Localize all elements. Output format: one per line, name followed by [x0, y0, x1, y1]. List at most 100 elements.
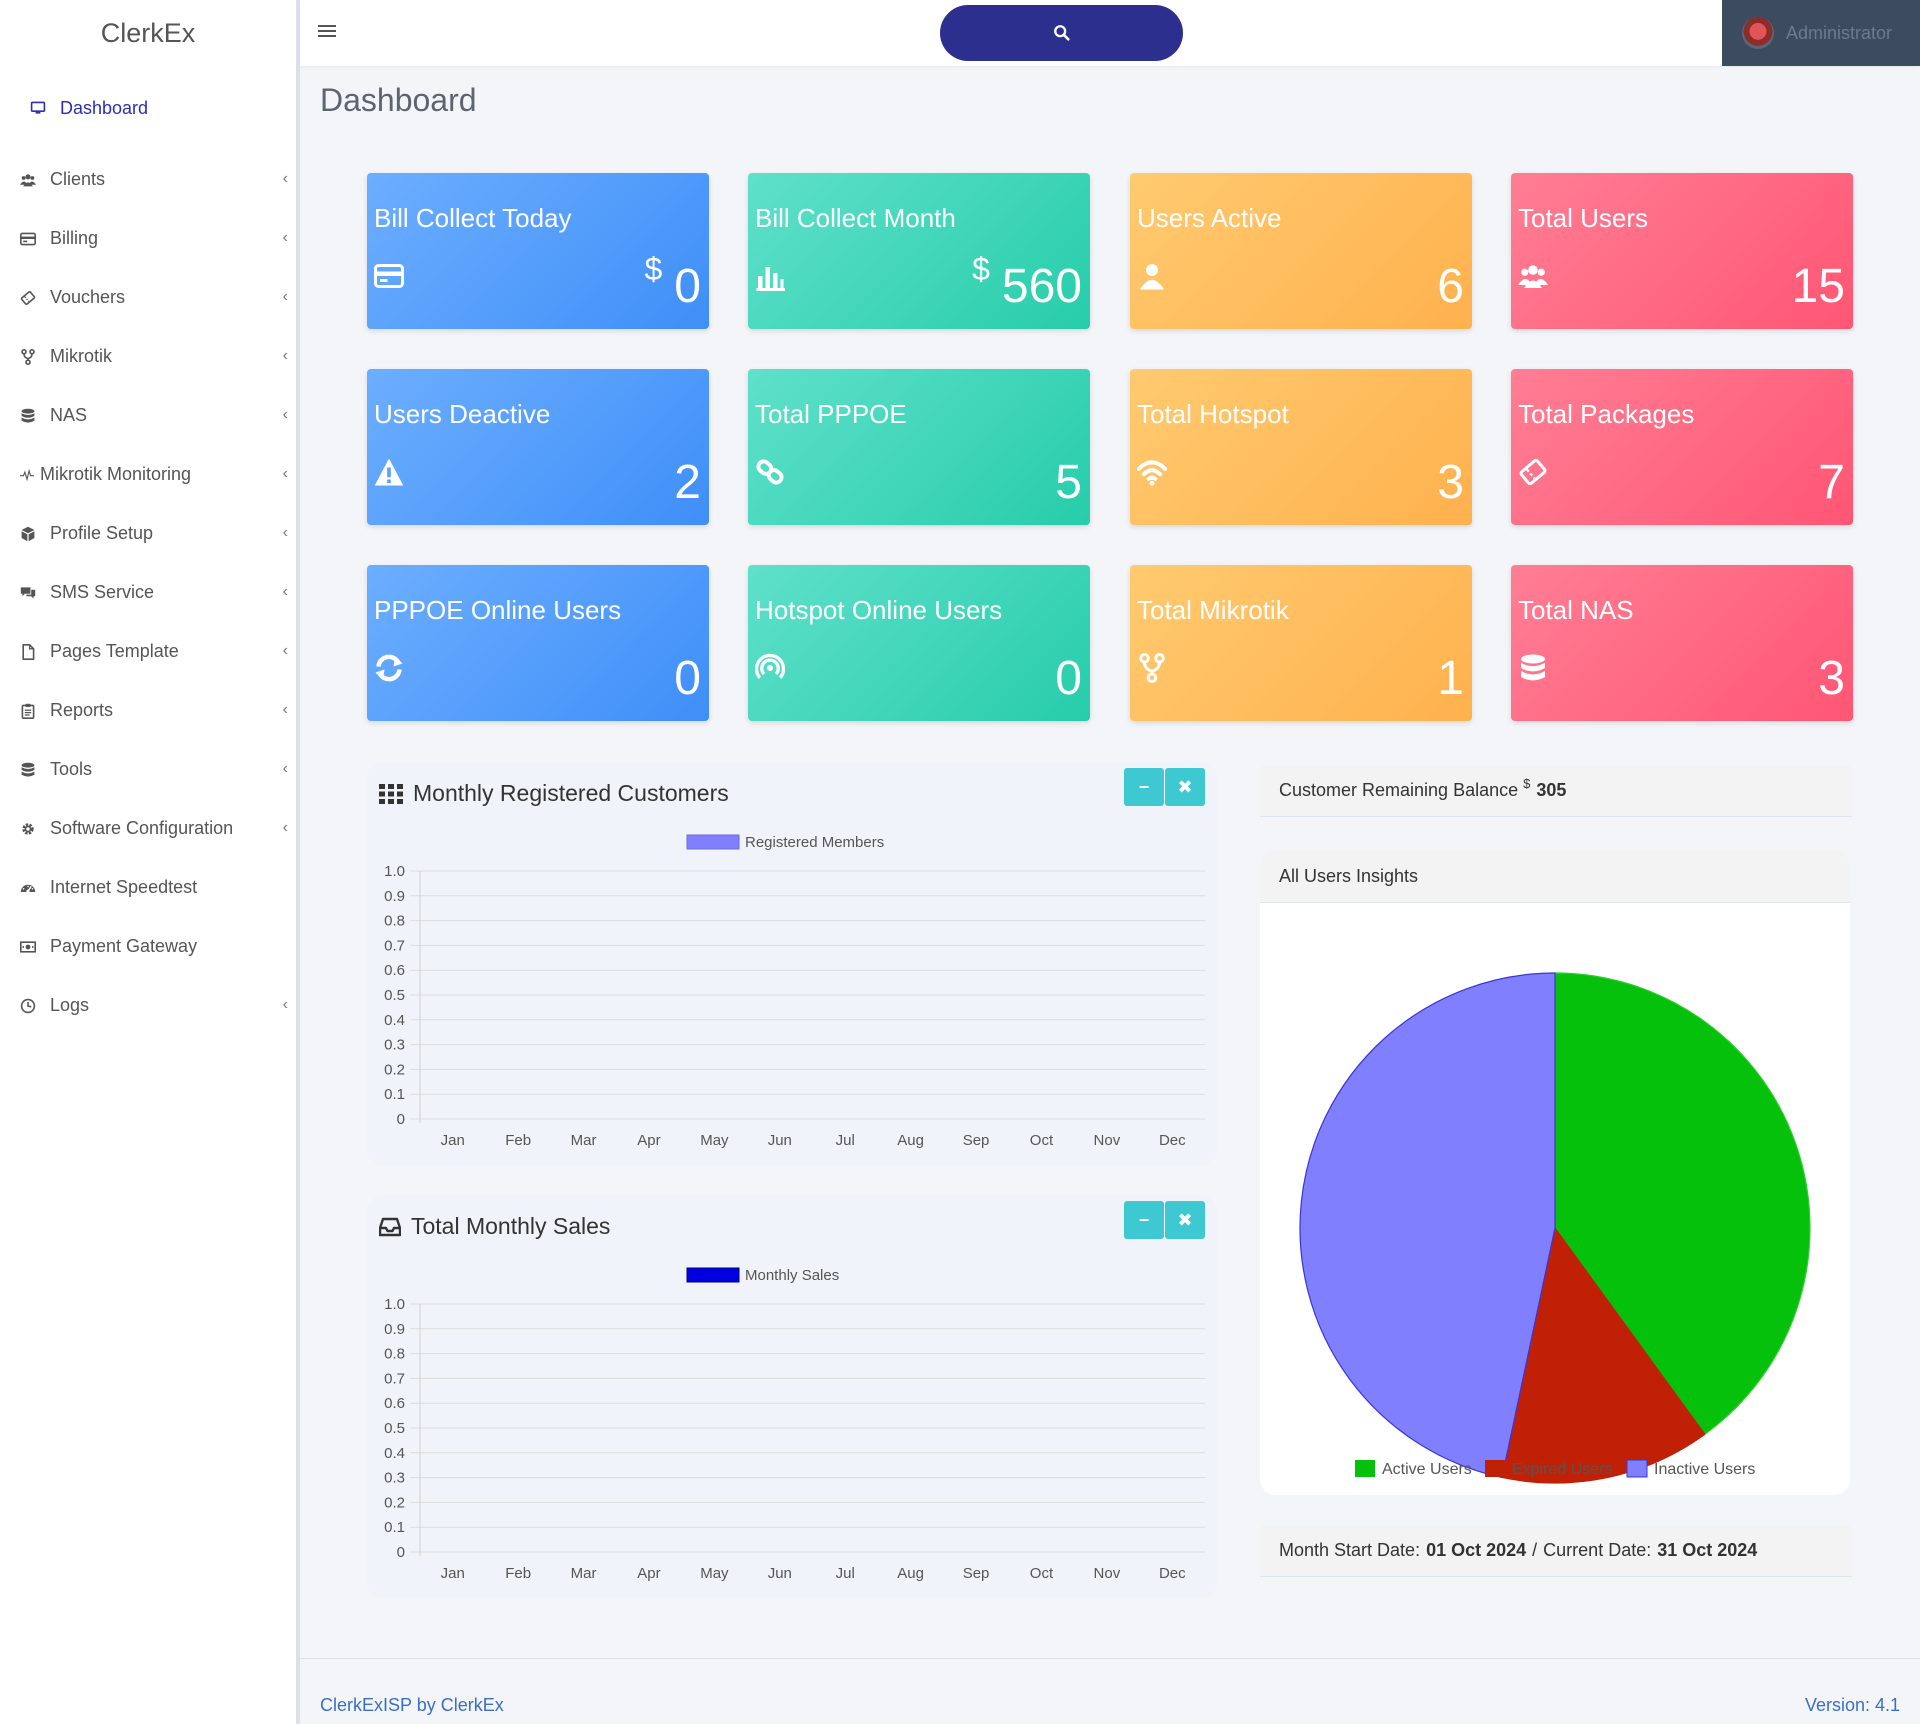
sidebar-item-label: Mikrotik Monitoring [40, 464, 192, 484]
users-insights-panel: All Users Insights Active Users Expired U… [1260, 850, 1850, 1495]
footer-credit-link[interactable]: ClerkExISP by ClerkEx [320, 1695, 504, 1715]
legend-label: Inactive Users [1654, 1461, 1755, 1478]
card-title: Total Hotspot [1137, 399, 1289, 429]
monthly-sales-chart: Monthly Sales 1.0 0.9 0.8 0.7 0.6 0.5 0.4 0.3 0.2… [384, 1267, 1205, 1582]
chart-legend[interactable]: Monthly Sales [686, 1267, 839, 1284]
pie-legend-item[interactable]: Active Users [1355, 1460, 1472, 1478]
sidebar-item-nas[interactable]: NAS ‹ [0, 386, 296, 445]
pie-slice-active-users[interactable] [1554, 972, 1811, 1436]
remaining-balance-box: Customer Remaining Balance $ 305 [1260, 765, 1852, 817]
sidebar-item-reports[interactable]: Reports ‹ [0, 681, 296, 740]
users-icon [20, 173, 36, 186]
hamburger-menu-icon[interactable] [318, 22, 336, 40]
sidebar-item-pages-template[interactable]: Pages Template ‹ [0, 622, 296, 681]
stat-card-users-active: Users Active 6 [1130, 173, 1472, 329]
file-icon [22, 643, 35, 660]
x-tick-label: Oct [1030, 1132, 1054, 1149]
card-currency: $ [972, 251, 990, 287]
card-value-wrap: 1 [1437, 655, 1464, 703]
card-value: 15 [1791, 260, 1845, 313]
search-button[interactable] [940, 5, 1183, 61]
card-value: 3 [1437, 456, 1464, 509]
sidebar-item-billing[interactable]: Billing ‹ [0, 209, 296, 268]
credit-card-icon [374, 264, 404, 288]
pie-legend-item[interactable]: Inactive Users [1626, 1459, 1755, 1478]
stat-card-users-deactive: Users Deactive 2 [367, 369, 709, 525]
card-value: 2 [674, 456, 701, 509]
card-value: 0 [674, 652, 701, 705]
brand-logo[interactable]: ClerkEx [100, 18, 196, 48]
speedometer-icon [20, 884, 36, 893]
y-tick-label: 0.6 [384, 1395, 405, 1412]
sidebar-item-label: Billing [50, 228, 99, 248]
pie-slice-expired-users[interactable] [1501, 1226, 1706, 1484]
sidebar-item-dashboard[interactable]: Dashboard [0, 66, 296, 150]
user-menu[interactable]: Administrator [1722, 0, 1920, 66]
stat-card-total-hotspot: Total Hotspot 3 [1130, 369, 1472, 525]
sidebar-item-internet-speedtest[interactable]: Internet Speedtest [0, 858, 296, 917]
monitor-icon [30, 98, 60, 118]
chevron-left-icon: ‹ [282, 700, 288, 718]
card-value: 1 [1437, 652, 1464, 705]
sidebar-item-label: NAS [50, 405, 88, 425]
branch-icon [1139, 653, 1165, 683]
x-tick-label: Jul [836, 1132, 855, 1149]
credit-card-icon [20, 229, 50, 249]
x-tick-label: Dec [1159, 1132, 1186, 1149]
y-tick-label: 0.5 [384, 987, 405, 1004]
users-insights-chart: Active Users Expired Users Inactive Users [1299, 972, 1811, 1484]
sidebar-item-logs[interactable]: Logs ‹ [0, 976, 296, 1035]
legend-swatch [1626, 1459, 1648, 1478]
pie-slice-inactive-users[interactable] [1299, 972, 1556, 1479]
card-value: 0 [674, 260, 701, 313]
legend-label: Monthly Sales [745, 1267, 839, 1284]
sidebar-item-vouchers[interactable]: Vouchers ‹ [0, 268, 296, 327]
y-tick-label: 1.0 [384, 863, 405, 880]
x-tick-label: Oct [1030, 1565, 1054, 1582]
broadcast-icon [754, 653, 786, 679]
chevron-left-icon: ‹ [282, 169, 288, 187]
y-tick-label: 0.8 [384, 1346, 405, 1363]
x-tick-label: May [700, 1565, 729, 1582]
chevron-left-icon: ‹ [282, 405, 288, 423]
sidebar-item-tools[interactable]: Tools ‹ [0, 740, 296, 799]
collapse-button[interactable]: − [1124, 768, 1164, 806]
sidebar-nav: Dashboard Clients ‹ Billing ‹ Vouchers ‹ Mikrot… [0, 66, 296, 1035]
pie-legend-item[interactable]: Expired Users [1485, 1460, 1612, 1478]
ticket-icon [20, 288, 50, 308]
sidebar-item-payment-gateway[interactable]: Payment Gateway [0, 917, 296, 976]
sidebar-item-mikrotik[interactable]: Mikrotik ‹ [0, 327, 296, 386]
remove-button[interactable]: ✖ [1165, 768, 1205, 806]
legend-swatch [1485, 1460, 1505, 1477]
legend-label: Expired Users [1512, 1461, 1612, 1478]
x-tick-label: Jan [441, 1132, 465, 1149]
date-separator: / [1532, 1540, 1538, 1560]
user-name: Administrator [1786, 22, 1893, 43]
remove-button[interactable]: ✖ [1165, 1201, 1205, 1239]
legend-swatch [1355, 1460, 1375, 1477]
sidebar-item-label: Mikrotik [50, 346, 112, 366]
footer-version: Version: 4.1 [1804, 1695, 1900, 1715]
sidebar-item-label: Profile Setup [50, 523, 154, 543]
sidebar-item-sms-service[interactable]: SMS Service ‹ [0, 563, 296, 622]
chevron-left-icon: ‹ [282, 582, 288, 600]
x-tick-label: Aug [897, 1132, 924, 1149]
sidebar-item-profile-setup[interactable]: Profile Setup ‹ [0, 504, 296, 563]
monitor-icon [30, 101, 46, 114]
chart-legend[interactable]: Registered Members [686, 834, 884, 851]
y-tick-label: 0.1 [384, 1086, 405, 1103]
y-tick-label: 0.2 [384, 1494, 405, 1511]
stat-card-bill-collect-today: Bill Collect Today $0 [367, 173, 709, 329]
sidebar-item-mikrotik-monitoring[interactable]: Mikrotik Monitoring ‹ [0, 445, 296, 504]
x-tick-label: Feb [505, 1565, 531, 1582]
insights-title: All Users Insights [1260, 850, 1850, 903]
collapse-button[interactable]: − [1124, 1201, 1164, 1239]
card-title: Total Mikrotik [1137, 595, 1289, 625]
database-icon [20, 406, 50, 426]
sidebar-item-clients[interactable]: Clients ‹ [0, 150, 296, 209]
sidebar-item-software-configuration[interactable]: Software Configuration ‹ [0, 799, 296, 858]
chat-icon [20, 586, 36, 599]
panel-title: Monthly Registered Customers [379, 780, 729, 807]
file-icon [20, 642, 50, 662]
chevron-left-icon: ‹ [282, 346, 288, 364]
